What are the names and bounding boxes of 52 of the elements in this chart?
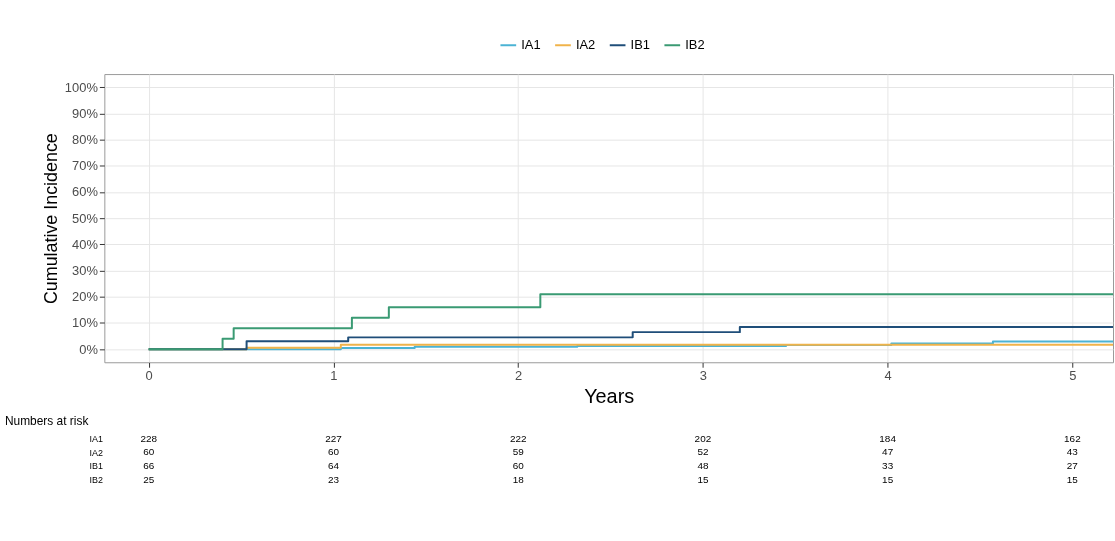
y-tick-label: IB2 (89, 475, 103, 486)
y-tick-label: 0% (79, 341, 99, 357)
legend-label: IB1 (630, 37, 650, 53)
y-tick-label: IB1 (89, 461, 103, 472)
data-label: 33 (882, 459, 894, 471)
x-tick-label: 1 (330, 367, 338, 383)
x-axis-title: Years (584, 384, 635, 407)
data-label: 162 (1064, 432, 1082, 444)
data-label: 60 (143, 446, 155, 458)
data-label: 25 (143, 473, 155, 485)
data-label: 202 (694, 432, 712, 444)
x-tick-label: 5 (1069, 367, 1077, 383)
data-label: 60 (512, 459, 525, 471)
x-tick-label: 0 (145, 367, 153, 383)
data-label: 52 (697, 446, 709, 458)
data-label: 23 (327, 473, 340, 485)
legend-label: IA1 (521, 37, 541, 53)
legend-label: IB2 (685, 37, 705, 53)
data-label: 15 (697, 473, 709, 485)
data-label: 59 (512, 446, 525, 458)
data-label: 184 (879, 432, 897, 444)
y-tick-label: 30% (72, 263, 99, 279)
data-label: 18 (512, 473, 525, 485)
data-label: 227 (325, 432, 343, 444)
y-tick-label: IA2 (89, 447, 103, 458)
y-tick-label: 20% (72, 289, 99, 305)
data-label: 43 (1066, 446, 1079, 458)
x-tick-label: 2 (515, 367, 523, 383)
y-tick-label: 50% (72, 210, 99, 226)
data-label: 222 (509, 432, 527, 444)
data-label: 66 (143, 459, 155, 471)
y-tick-label: 80% (72, 132, 99, 148)
y-axis-title: Cumulative Incidence (40, 133, 61, 305)
y-tick-label: 90% (72, 105, 99, 121)
data-label: 27 (1066, 459, 1079, 471)
data-label: 15 (1066, 473, 1079, 485)
y-tick-label: 60% (72, 184, 99, 200)
x-tick-label: 3 (699, 367, 707, 383)
data-label: 64 (327, 459, 340, 471)
x-tick-label: 4 (884, 367, 892, 383)
y-tick-label: 100% (64, 79, 99, 95)
y-tick-label: 10% (72, 315, 99, 331)
chart-title: Numbers at risk (4, 413, 89, 428)
data-label: 48 (697, 459, 709, 471)
legend-label: IA2 (575, 37, 596, 53)
y-tick-label: 40% (72, 236, 99, 252)
y-tick-label: 70% (72, 158, 99, 174)
data-label: 60 (327, 446, 340, 458)
y-tick-label: IA1 (89, 434, 103, 445)
data-label: 47 (882, 446, 894, 458)
data-label: 15 (882, 473, 894, 485)
data-label: 228 (140, 432, 158, 444)
